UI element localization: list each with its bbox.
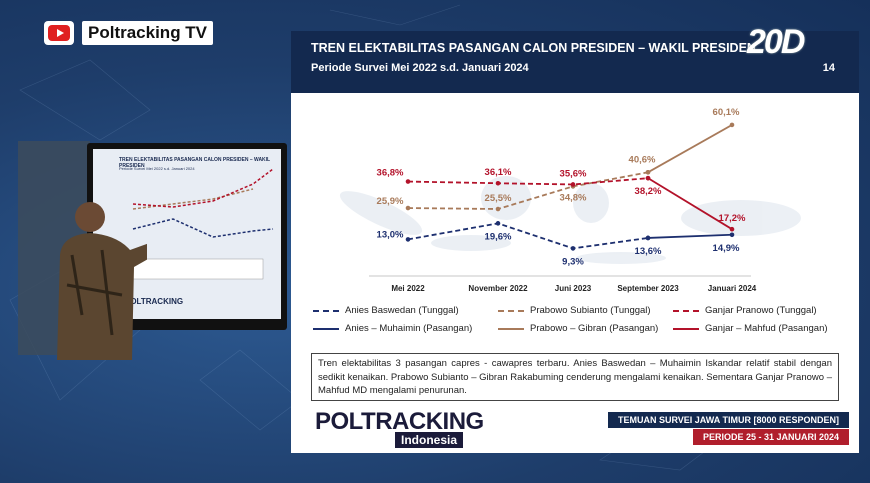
data-label: 35,6% [560,168,587,179]
presentation-slide: TREN ELEKTABILITAS PASANGAN CALON PRESID… [291,23,859,453]
slide-subtitle: Periode Survei Mei 2022 s.d. Januari 202… [311,62,529,74]
data-point [495,180,501,186]
data-point [495,206,501,212]
legend-item: Ganjar – Mahfud (Pasangan) [673,323,828,334]
data-label: 34,8% [560,192,587,203]
data-point [645,170,651,175]
x-tick-label: Juni 2023 [555,284,592,293]
survey-info: TEMUAN SURVEI JAWA TIMUR [8000 RESPONDEN… [607,412,849,428]
legend-swatch [673,327,699,330]
data-label: 36,1% [485,167,512,178]
data-label: 19,6% [485,231,512,242]
indonesia-map-watermark [339,176,801,264]
legend-label: Ganjar – Mahfud (Pasangan) [705,323,828,334]
legend-swatch [498,327,524,330]
legend-label: Anies Baswedan (Tunggal) [345,305,459,316]
data-label: 25,5% [485,193,512,204]
x-tick-label: November 2022 [468,284,528,293]
data-label: 40,6% [629,154,656,165]
series-line-3 [647,233,733,239]
data-point [495,221,501,226]
data-label: 38,2% [635,186,662,197]
legend-swatch [498,309,524,312]
monitor-title: TREN ELEKTABILITAS PASANGAN CALON PRESID… [119,157,271,169]
brand-subtitle: Indonesia [395,432,464,448]
data-point [645,235,651,241]
monitor-subtitle: Periode Survei Mei 2022 s.d. Januari 202… [119,166,195,171]
data-label: 36,8% [377,168,404,179]
data-label: 17,2% [719,213,746,224]
youtube-icon [44,21,74,45]
brand-name: POLTRACKING [315,408,484,435]
legend-item: Prabowo Subianto (Tunggal) [498,305,651,316]
legend-item: Anies – Muhaimin (Pasangan) [313,323,472,334]
data-label: 13,0% [377,229,404,240]
legend-swatch [313,309,339,312]
legend-label: Ganjar Pranowo (Tunggal) [705,305,817,316]
legend-label: Prabowo – Gibran (Pasangan) [530,323,659,334]
data-label: 60,1% [713,107,740,118]
data-label: 13,6% [635,246,662,257]
data-label: 25,9% [377,196,404,207]
series-line-5 [647,177,733,230]
series-line-1 [407,171,649,210]
legend-swatch [313,327,339,330]
series-line-0 [407,222,649,250]
x-tick-label: September 2023 [617,284,679,293]
description-box: Tren elektabilitas 3 pasangan capres - c… [311,353,839,401]
data-point [405,179,411,184]
slide-title: TREN ELEKTABILITAS PASANGAN CALON PRESID… [311,41,756,55]
legend-item: Ganjar Pranowo (Tunggal) [673,305,817,316]
data-point [729,226,735,232]
data-point [729,232,735,238]
slide-header: TREN ELEKTABILITAS PASANGAN CALON PRESID… [291,31,859,93]
legend-label: Prabowo Subianto (Tunggal) [530,305,651,316]
data-label: 14,9% [713,243,740,254]
series-line-2 [407,177,649,186]
series-line-4 [647,124,733,174]
data-label: 9,3% [562,256,584,267]
data-point [570,246,576,251]
channel-logo: Poltracking TV [44,21,214,45]
presenter [57,202,147,360]
legend-item: Prabowo – Gibran (Pasangan) [498,323,658,334]
legend-swatch [673,309,699,312]
slide-page-number: 14 [822,62,835,74]
data-point [405,237,411,242]
legend-label: Anies – Muhaimin (Pasangan) [345,323,473,334]
survey-period: PERIODE 25 - 31 JANUARI 2024 [692,429,849,445]
channel-name: Poltracking TV [82,21,214,45]
anniversary-stamp: 20D [747,23,805,61]
data-point [645,175,651,181]
data-point [729,122,735,128]
x-tick-label: Mei 2022 [391,284,425,293]
data-point [570,182,576,187]
legend-item: Anies Baswedan (Tunggal) [313,305,459,316]
poltracking-logo: POLTRACKING Indonesia [315,408,484,448]
data-point [405,205,411,211]
trend-chart: 13,0% 19,6% 9,3% 13,6% 25,9% 25,5% 34,8% 40,6% 3… [339,107,801,293]
x-tick-label: Januari 2024 [708,284,757,293]
monitor-logo: POLTRACKING [125,297,184,306]
